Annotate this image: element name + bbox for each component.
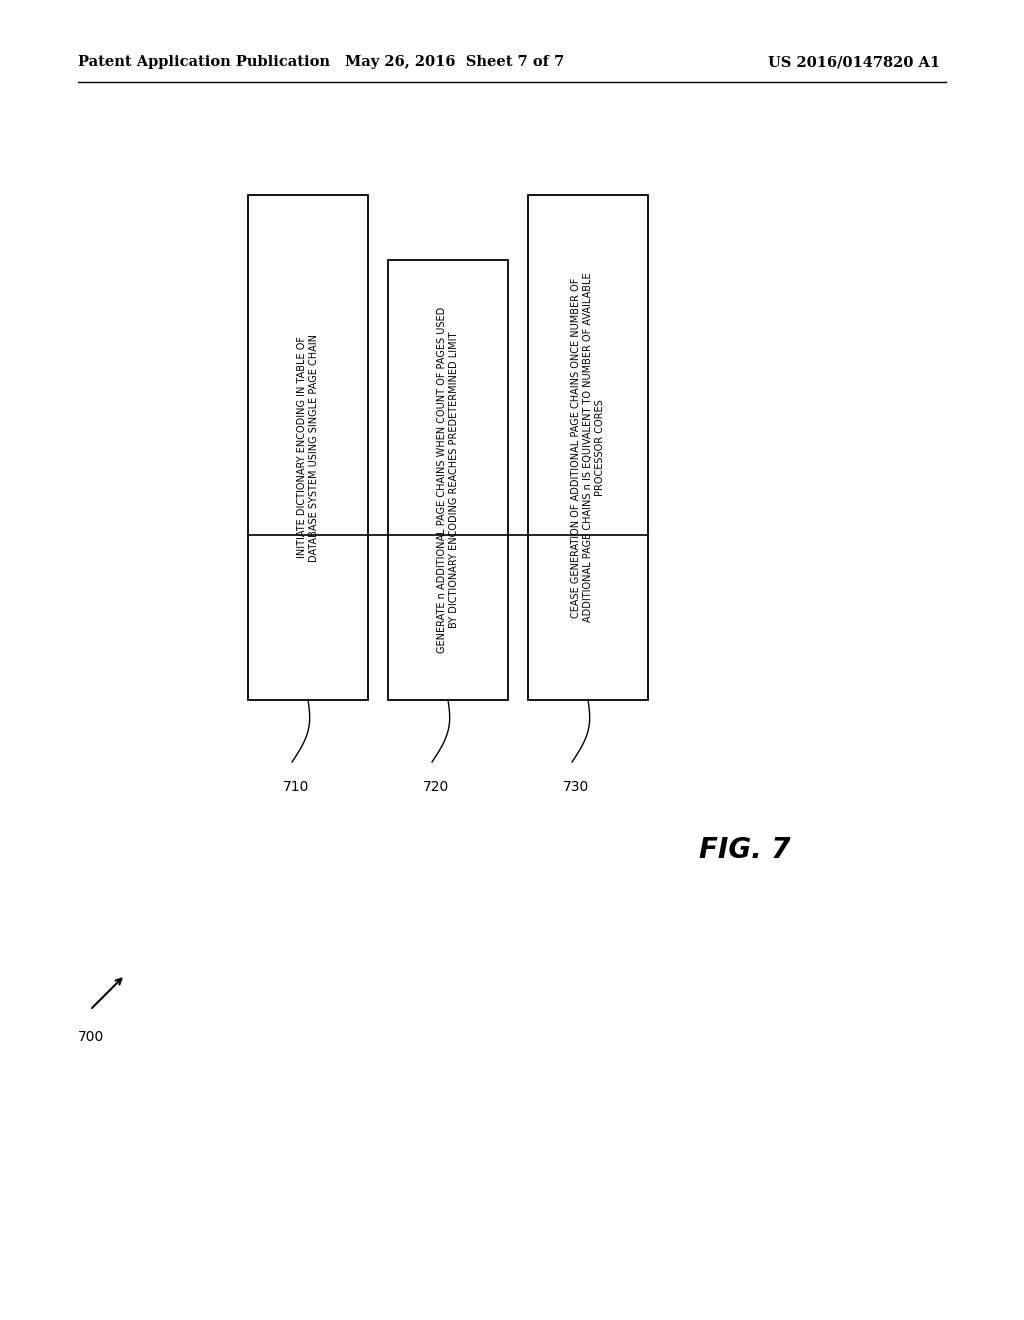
Bar [388,260,508,700]
Text: FIG. 7: FIG. 7 [699,836,791,865]
Text: CEASE GENERATION OF ADDITIONAL PAGE CHAINS ONCE NUMBER OF
ADDITIONAL PAGE CHAINS: CEASE GENERATION OF ADDITIONAL PAGE CHAI… [571,273,604,622]
Text: 710: 710 [283,780,309,795]
Text: INITIATE DICTIONARY ENCODING IN TABLE OF
DATABASE SYSTEM USING SINGLE PAGE CHAIN: INITIATE DICTIONARY ENCODING IN TABLE OF… [297,334,318,561]
Bar [528,195,648,700]
Bar [248,195,368,700]
Text: Patent Application Publication: Patent Application Publication [78,55,330,69]
Text: US 2016/0147820 A1: US 2016/0147820 A1 [768,55,940,69]
Text: May 26, 2016  Sheet 7 of 7: May 26, 2016 Sheet 7 of 7 [345,55,564,69]
Text: 730: 730 [563,780,589,795]
Text: 700: 700 [78,1030,104,1044]
Text: 720: 720 [423,780,450,795]
Text: GENERATE n ADDITIONAL PAGE CHAINS WHEN COUNT OF PAGES USED
BY DICTIONARY ENCODIN: GENERATE n ADDITIONAL PAGE CHAINS WHEN C… [437,306,459,653]
